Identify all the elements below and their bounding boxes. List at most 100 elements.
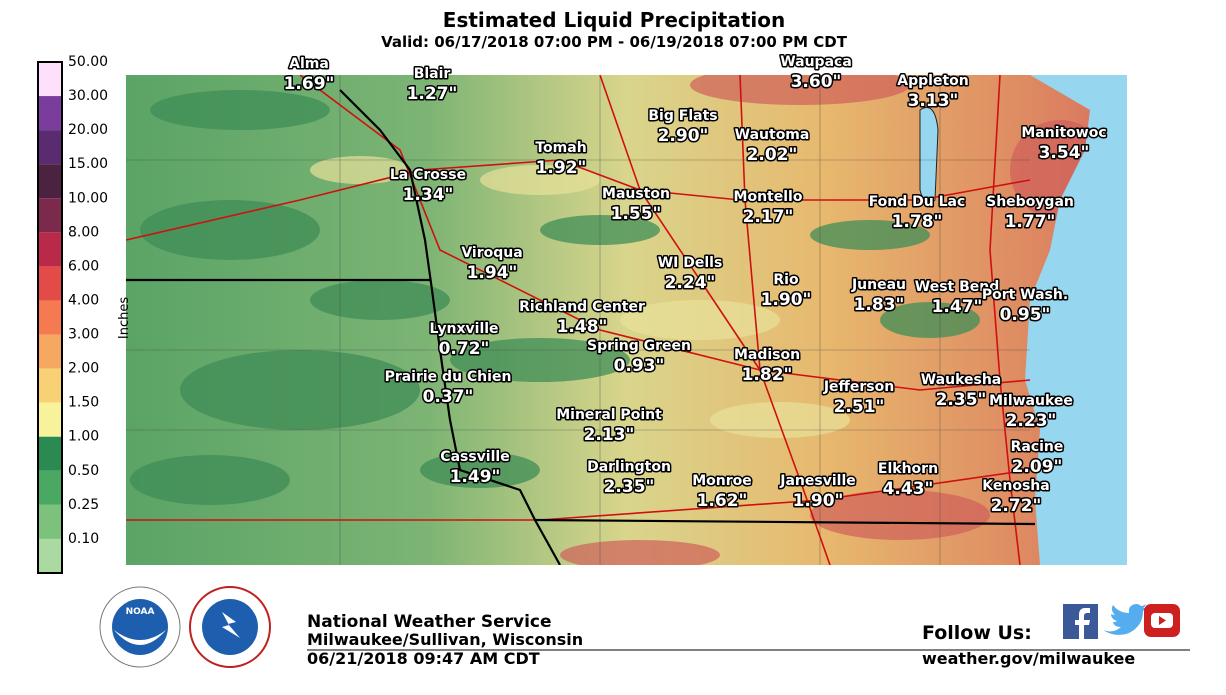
city-amount: 4.43": [883, 479, 934, 499]
legend: 50.00 30.00 20.00 15.00 10.00 8.00 6.00 4.00 3.0…: [37, 54, 108, 574]
city-amount: 1.62": [697, 491, 748, 511]
legend-swatch: [38, 96, 62, 131]
city-name: Rio: [773, 272, 799, 288]
city-name: Cassville: [440, 449, 509, 465]
city-name: Juneau: [851, 277, 906, 293]
legend-label: 6.00: [68, 258, 99, 274]
map: [126, 75, 1127, 565]
city-name: Wautoma: [735, 127, 810, 143]
legend-swatch: [38, 130, 62, 165]
city-amount: 1.90": [761, 290, 812, 310]
city-name: Janesville: [779, 473, 855, 489]
city-name: Sheboygan: [986, 194, 1074, 210]
twitter-icon[interactable]: [1103, 604, 1147, 635]
legend-label: 2.00: [68, 361, 99, 377]
youtube-icon[interactable]: [1144, 604, 1180, 637]
legend-label: 20.00: [68, 122, 108, 138]
nws-logo: [189, 586, 271, 668]
legend-label: 50.00: [68, 54, 108, 70]
city-name: Milwaukee: [989, 393, 1073, 409]
city-amount: 1.48": [557, 317, 608, 337]
city-amount: 2.35": [936, 390, 987, 410]
legend-label: 1.00: [68, 429, 99, 445]
legend-swatch: [38, 266, 62, 301]
legend-label: 10.00: [68, 190, 108, 206]
city-name: Prairie du Chien: [385, 369, 512, 385]
legend-swatch: [38, 368, 62, 403]
noaa-logo: NOAA: [99, 586, 181, 668]
city-amount: 1.82": [742, 365, 793, 385]
legend-label: 0.50: [68, 463, 99, 479]
legend-swatch: [38, 62, 62, 97]
city-name: Jefferson: [823, 379, 894, 395]
legend-swatch: [38, 436, 62, 471]
legend-label: 4.00: [68, 292, 99, 308]
city-amount: 0.72": [439, 339, 490, 359]
city-amount: 2.51": [834, 397, 885, 417]
city-name: Viroqua: [461, 245, 522, 261]
city-amount: 1.34": [403, 185, 454, 205]
city-name: Madison: [734, 347, 800, 363]
legend-label: 15.00: [68, 156, 108, 172]
city-name: Spring Green: [587, 338, 691, 354]
website: weather.gov/milwaukee: [922, 649, 1135, 668]
city-amount: 1.27": [407, 84, 458, 104]
legend-label: 1.50: [68, 395, 99, 411]
city-amount: 2.13": [584, 425, 635, 445]
city-name: Big Flats: [648, 108, 717, 124]
city-name: Port Wash.: [982, 287, 1068, 303]
legend-label: 30.00: [68, 88, 108, 104]
city-amount: 1.92": [536, 158, 587, 178]
city-name: Monroe: [692, 473, 752, 489]
issued: 06/21/2018 09:47 AM CDT: [307, 649, 540, 668]
city-name: Elkhorn: [878, 461, 938, 477]
city-amount: 1.78": [892, 212, 943, 232]
city-amount: 2.17": [743, 207, 794, 227]
city-name: Fond Du Lac: [869, 194, 966, 210]
facebook-icon[interactable]: [1063, 604, 1098, 639]
city-name: Richland Center: [519, 299, 645, 315]
city-name: Manitowoc: [1021, 125, 1106, 141]
city-amount: 2.24": [665, 273, 716, 293]
city-amount: 1.49": [450, 467, 501, 487]
city-name: Racine: [1011, 439, 1064, 455]
city-amount: 2.72": [991, 496, 1042, 516]
legend-swatch: [38, 402, 62, 437]
legend-label: 0.25: [68, 497, 99, 513]
city-name: Tomah: [535, 140, 586, 156]
legend-label: 8.00: [68, 224, 99, 240]
legend-swatch: [38, 232, 62, 267]
city-amount: 2.90": [658, 126, 709, 146]
city-amount: 1.47": [932, 297, 983, 317]
city-name: Waupaca: [780, 54, 852, 70]
legend-swatch: [38, 198, 62, 233]
city-name: Alma: [289, 56, 329, 72]
city-amount: 1.83": [854, 295, 905, 315]
legend-label: 0.10: [68, 531, 99, 547]
legend-frame: [37, 61, 63, 574]
city-name: Kenosha: [982, 478, 1049, 494]
city-name: Lynxville: [429, 321, 498, 337]
legend-label: 3.00: [68, 327, 99, 343]
city-amount: 0.37": [423, 387, 474, 407]
city-name: Appleton: [897, 73, 968, 89]
city-name: Mauston: [602, 186, 670, 202]
legend-swatch: [38, 470, 62, 505]
city-amount: 3.60": [791, 72, 842, 92]
title: Estimated Liquid Precipitation: [443, 8, 785, 32]
city-amount: 1.55": [611, 204, 662, 224]
city-name: La Crosse: [390, 167, 466, 183]
city-name: WI Dells: [658, 255, 723, 271]
city-name: Darlington: [587, 459, 671, 475]
legend-swatch: [38, 504, 62, 539]
legend-swatch: [38, 300, 62, 335]
legend-swatch: [38, 164, 62, 199]
city-amount: 2.35": [604, 477, 655, 497]
city-amount: 2.02": [747, 145, 798, 165]
city-name: Waukesha: [921, 372, 1002, 388]
city-name: Mineral Point: [556, 407, 662, 423]
city-name: West Bend: [915, 279, 1000, 295]
location: Milwaukee/Sullivan, Wisconsin: [307, 630, 583, 649]
city-amount: 0.93": [614, 356, 665, 376]
